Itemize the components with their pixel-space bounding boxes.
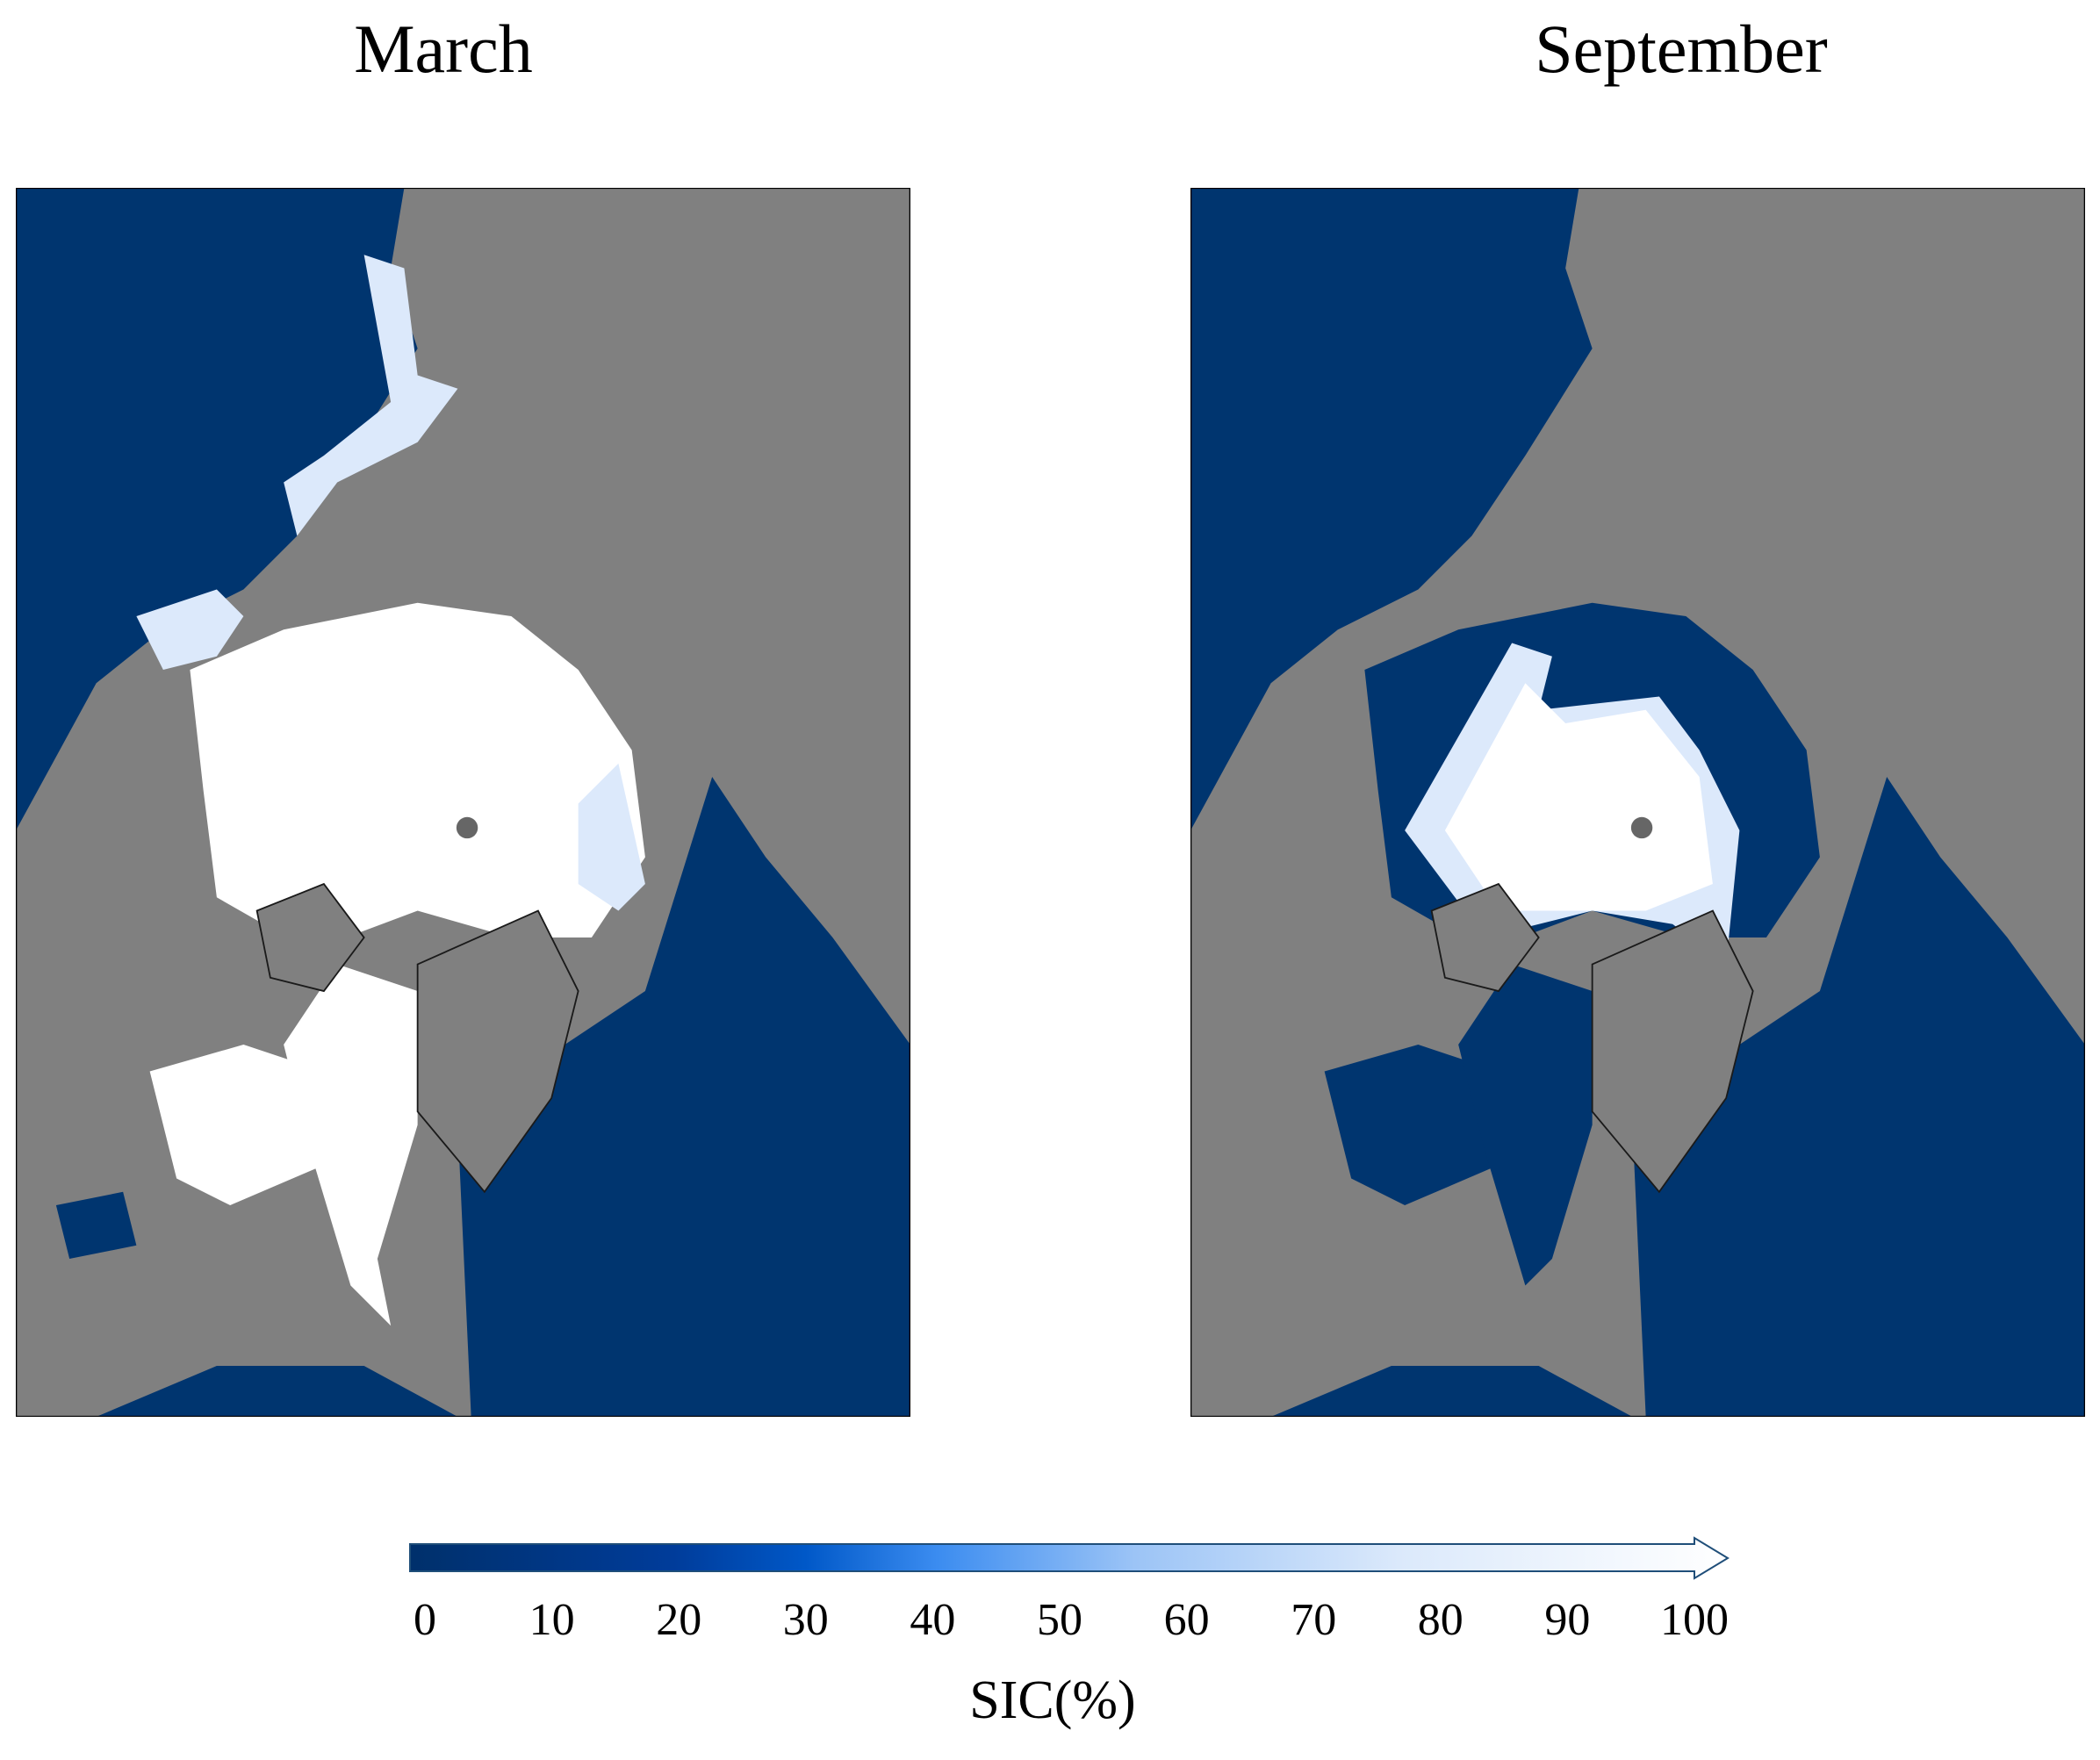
colorbar-label: SIC(%) [969, 1670, 1135, 1730]
colorbar-tick-label: 0 [414, 1595, 436, 1645]
colorbar-tick-label: 70 [1291, 1595, 1336, 1645]
archipelago [255, 882, 365, 993]
colorbar-tick-label: 60 [1164, 1595, 1210, 1645]
pacific [16, 188, 418, 831]
atlantic [457, 777, 910, 1417]
ice-edge [284, 255, 458, 536]
frame [16, 188, 910, 1417]
greenland [1591, 909, 1754, 1194]
atlantic [1632, 777, 2085, 1417]
pole [456, 816, 478, 839]
greenland [416, 909, 579, 1194]
panel-title: March [354, 11, 533, 87]
baffin-bay [1458, 964, 1593, 1286]
frame [1190, 188, 2085, 1417]
colorbar-tick-label: 80 [1418, 1595, 1464, 1645]
colorbar-tick-label: 100 [1660, 1595, 1729, 1645]
ocean [1270, 1366, 1633, 1417]
colorbar-tick-label: 20 [656, 1595, 701, 1645]
colorbar [409, 1536, 1730, 1580]
colorbar-tick-label: 10 [529, 1595, 575, 1645]
colorbar-tick-label: 30 [783, 1595, 829, 1645]
colorbar-tick-label: 40 [910, 1595, 955, 1645]
ice-edge [578, 763, 645, 911]
colorbar-tick-label: 50 [1037, 1595, 1082, 1645]
lake [55, 1191, 137, 1260]
pole [1630, 816, 1653, 839]
map-march [16, 188, 910, 1417]
ice [1444, 683, 1713, 911]
colorbar-tick-label: 90 [1544, 1595, 1590, 1645]
archipelago [1430, 882, 1540, 993]
panel-title: September [1535, 11, 1828, 87]
ice [190, 602, 645, 952]
ice-edge [136, 589, 244, 671]
ice [284, 964, 418, 1326]
ocean [96, 1366, 458, 1417]
pacific [1190, 188, 1593, 831]
ice [149, 1045, 324, 1206]
hudson-bay [1324, 1045, 1499, 1206]
map-september [1190, 188, 2085, 1417]
